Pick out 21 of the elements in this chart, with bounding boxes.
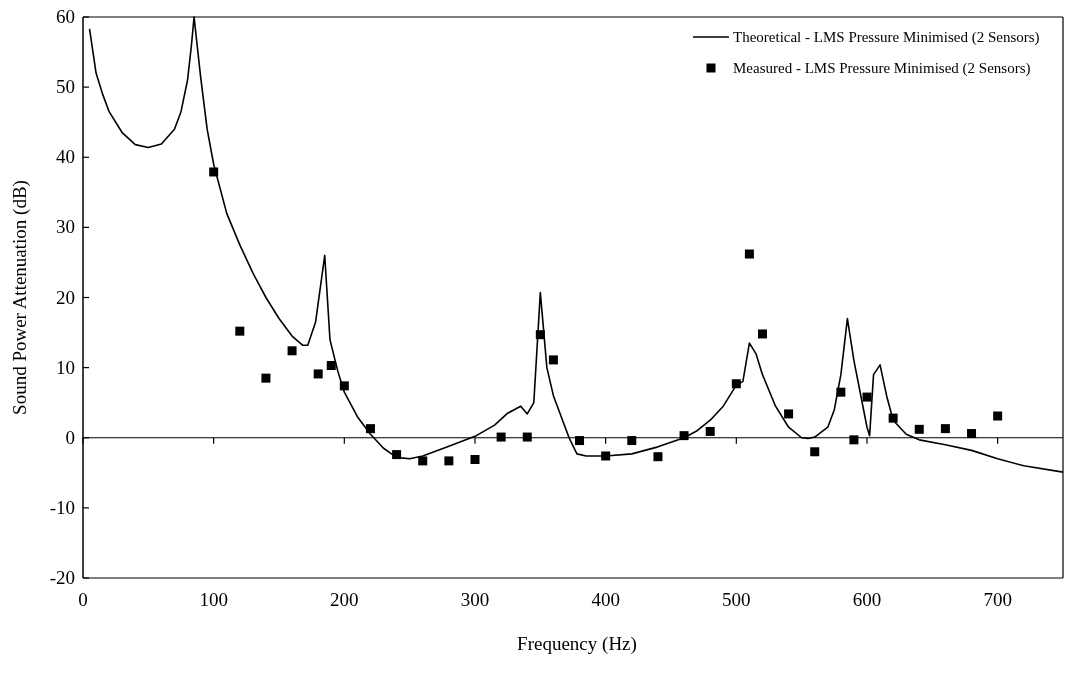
- x-tick-label: 600: [852, 589, 882, 610]
- x-tick-label: 400: [591, 589, 620, 610]
- x-tick-label: 200: [330, 589, 359, 610]
- y-tick-label: 0: [65, 426, 75, 448]
- y-tick-label: -10: [49, 496, 75, 518]
- x-tick-label: 300: [460, 589, 490, 610]
- y-tick-label: 40: [56, 146, 75, 168]
- legend-label: Theoretical - LMS Pressure Minimised (2 Sensors): [733, 29, 1040, 46]
- x-axis-title: Frequency (Hz): [517, 633, 637, 655]
- x-tick-label: 500: [722, 589, 751, 610]
- y-tick-label: 60: [56, 6, 75, 27]
- y-tick-label: 30: [56, 216, 75, 238]
- x-tick-label: 0: [78, 589, 88, 610]
- legend-label: Measured - LMS Pressure Minimised (2 Sensors): [733, 60, 1031, 77]
- y-axis-title: Sound Power Attenuation (dB): [9, 180, 31, 415]
- y-tick-label: 20: [56, 286, 75, 308]
- y-tick-label: 10: [56, 356, 75, 378]
- y-tick-label: 50: [56, 76, 75, 98]
- y-tick-label: -20: [49, 567, 75, 588]
- x-tick-label: 100: [199, 589, 228, 610]
- x-tick-label: 700: [983, 589, 1012, 610]
